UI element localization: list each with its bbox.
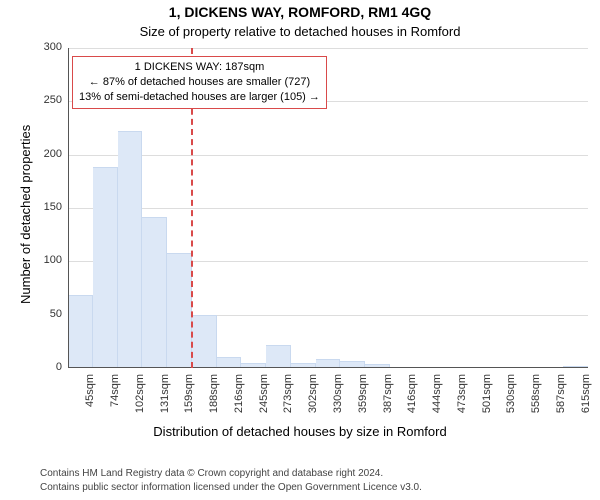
x-axis	[68, 367, 588, 368]
y-tick-label: 200	[28, 148, 62, 160]
page-subtitle: Size of property relative to detached ho…	[0, 24, 600, 39]
x-tick-label: 330sqm	[332, 374, 344, 434]
x-tick-label: 387sqm	[382, 374, 394, 434]
annotation-line: 1 DICKENS WAY: 187sqm	[79, 60, 320, 75]
x-tick-label: 273sqm	[282, 374, 294, 434]
y-tick-label: 100	[28, 254, 62, 266]
y-tick-label: 300	[28, 41, 62, 53]
histogram-bar	[68, 295, 93, 368]
x-tick-label: 587sqm	[555, 374, 567, 434]
x-tick-label: 188sqm	[208, 374, 220, 434]
annotation-line: 13% of semi-detached houses are larger (…	[79, 90, 320, 105]
y-tick-label: 50	[28, 308, 62, 320]
y-tick-label: 150	[28, 201, 62, 213]
x-tick-label: 102sqm	[134, 374, 146, 434]
y-tick-label: 0	[28, 361, 62, 373]
histogram-bar	[266, 345, 291, 368]
x-tick-label: 216sqm	[233, 374, 245, 434]
x-tick-label: 159sqm	[183, 374, 195, 434]
x-tick-label: 131sqm	[159, 374, 171, 434]
x-tick-label: 302sqm	[307, 374, 319, 434]
x-tick-label: 473sqm	[456, 374, 468, 434]
gridline	[68, 208, 588, 209]
x-tick-label: 45sqm	[84, 374, 96, 434]
x-tick-label: 245sqm	[258, 374, 270, 434]
x-tick-label: 416sqm	[406, 374, 418, 434]
annotation-box: 1 DICKENS WAY: 187sqm← 87% of detached h…	[72, 56, 327, 109]
y-axis	[68, 48, 69, 368]
x-tick-label: 74sqm	[109, 374, 121, 434]
footnote-1: Contains HM Land Registry data © Crown c…	[40, 468, 383, 479]
gridline	[68, 48, 588, 49]
histogram-bar	[142, 217, 167, 368]
gridline	[68, 155, 588, 156]
histogram-bar	[118, 131, 143, 368]
x-tick-label: 530sqm	[505, 374, 517, 434]
x-tick-label: 615sqm	[580, 374, 592, 434]
page-title: 1, DICKENS WAY, ROMFORD, RM1 4GQ	[0, 4, 600, 20]
y-tick-label: 250	[28, 94, 62, 106]
x-tick-label: 501sqm	[481, 374, 493, 434]
x-tick-label: 359sqm	[357, 374, 369, 434]
footnote-2: Contains public sector information licen…	[40, 482, 422, 493]
annotation-line: ← 87% of detached houses are smaller (72…	[79, 75, 320, 90]
histogram-bar	[167, 253, 192, 368]
x-tick-label: 558sqm	[530, 374, 542, 434]
histogram-bar	[93, 167, 118, 368]
histogram-bar	[192, 315, 217, 368]
x-tick-label: 444sqm	[431, 374, 443, 434]
